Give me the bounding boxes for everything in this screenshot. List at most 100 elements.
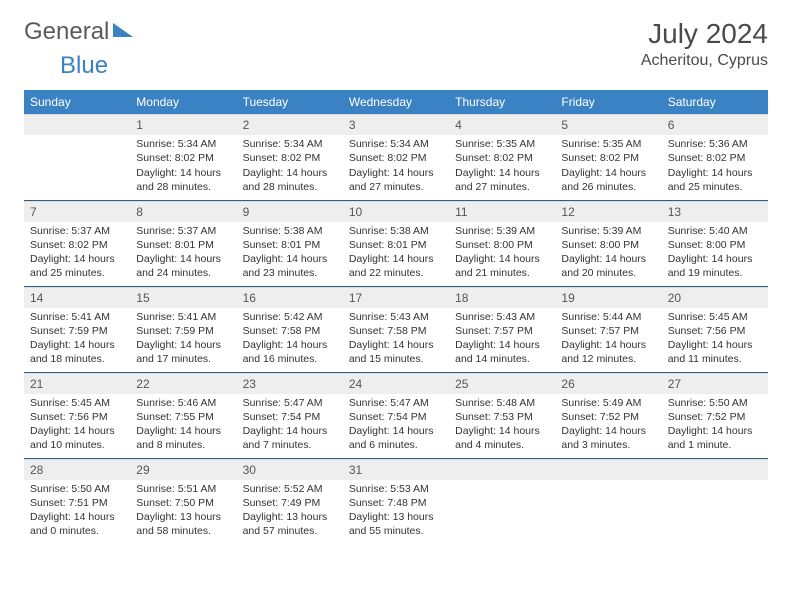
day-cell: 19Sunrise: 5:44 AMSunset: 7:57 PMDayligh… xyxy=(555,286,661,372)
day-cell: 20Sunrise: 5:45 AMSunset: 7:56 PMDayligh… xyxy=(662,286,768,372)
day-line: Daylight: 14 hours xyxy=(668,338,762,352)
day-line: Daylight: 14 hours xyxy=(455,424,549,438)
day-number-empty xyxy=(449,459,555,480)
day-cell: 4Sunrise: 5:35 AMSunset: 8:02 PMDaylight… xyxy=(449,114,555,200)
day-line: Sunset: 7:49 PM xyxy=(243,496,337,510)
day-line: Daylight: 14 hours xyxy=(561,338,655,352)
day-line: Sunrise: 5:40 AM xyxy=(668,224,762,238)
day-line: Sunrise: 5:42 AM xyxy=(243,310,337,324)
day-line: Daylight: 13 hours xyxy=(136,510,230,524)
day-line: Sunset: 8:01 PM xyxy=(349,238,443,252)
day-line: and 23 minutes. xyxy=(243,266,337,280)
day-line: Sunset: 7:59 PM xyxy=(136,324,230,338)
day-line: and 25 minutes. xyxy=(30,266,124,280)
day-line: Sunrise: 5:35 AM xyxy=(561,137,655,151)
day-cell: 14Sunrise: 5:41 AMSunset: 7:59 PMDayligh… xyxy=(24,286,130,372)
day-content: Sunrise: 5:51 AMSunset: 7:50 PMDaylight:… xyxy=(130,480,236,543)
day-line: Sunrise: 5:34 AM xyxy=(136,137,230,151)
day-line: and 1 minute. xyxy=(668,438,762,452)
day-line: and 26 minutes. xyxy=(561,180,655,194)
day-line: Sunset: 7:52 PM xyxy=(561,410,655,424)
day-line: Sunset: 8:00 PM xyxy=(668,238,762,252)
day-number-empty xyxy=(24,114,130,135)
day-content: Sunrise: 5:38 AMSunset: 8:01 PMDaylight:… xyxy=(237,222,343,285)
title-block: July 2024 Acheritou, Cyprus xyxy=(641,18,768,70)
day-cell: 21Sunrise: 5:45 AMSunset: 7:56 PMDayligh… xyxy=(24,372,130,458)
day-line: Sunrise: 5:38 AM xyxy=(243,224,337,238)
day-line: Sunset: 8:00 PM xyxy=(561,238,655,252)
day-content: Sunrise: 5:47 AMSunset: 7:54 PMDaylight:… xyxy=(343,394,449,457)
day-line: Sunrise: 5:49 AM xyxy=(561,396,655,410)
day-line: Sunset: 7:56 PM xyxy=(30,410,124,424)
day-content: Sunrise: 5:34 AMSunset: 8:02 PMDaylight:… xyxy=(130,135,236,198)
day-line: and 57 minutes. xyxy=(243,524,337,538)
day-line: and 28 minutes. xyxy=(136,180,230,194)
day-line: Daylight: 14 hours xyxy=(455,338,549,352)
day-cell: 7Sunrise: 5:37 AMSunset: 8:02 PMDaylight… xyxy=(24,200,130,286)
day-content: Sunrise: 5:45 AMSunset: 7:56 PMDaylight:… xyxy=(662,308,768,371)
day-number: 12 xyxy=(555,201,661,222)
day-number: 6 xyxy=(662,114,768,135)
day-line: Daylight: 14 hours xyxy=(561,166,655,180)
day-line: Sunset: 7:50 PM xyxy=(136,496,230,510)
day-cell: 15Sunrise: 5:41 AMSunset: 7:59 PMDayligh… xyxy=(130,286,236,372)
day-line: Sunrise: 5:34 AM xyxy=(349,137,443,151)
location: Acheritou, Cyprus xyxy=(641,52,768,70)
day-cell: 18Sunrise: 5:43 AMSunset: 7:57 PMDayligh… xyxy=(449,286,555,372)
day-number: 8 xyxy=(130,201,236,222)
day-line: Sunset: 7:59 PM xyxy=(30,324,124,338)
day-line: Sunset: 7:51 PM xyxy=(30,496,124,510)
day-line: Daylight: 14 hours xyxy=(30,252,124,266)
day-cell: 3Sunrise: 5:34 AMSunset: 8:02 PMDaylight… xyxy=(343,114,449,200)
day-content: Sunrise: 5:34 AMSunset: 8:02 PMDaylight:… xyxy=(237,135,343,198)
day-cell: 28Sunrise: 5:50 AMSunset: 7:51 PMDayligh… xyxy=(24,458,130,544)
logo-text-general: General xyxy=(24,18,109,46)
day-cell: 17Sunrise: 5:43 AMSunset: 7:58 PMDayligh… xyxy=(343,286,449,372)
day-line: Daylight: 14 hours xyxy=(30,424,124,438)
day-line: Daylight: 14 hours xyxy=(561,424,655,438)
day-line: Sunrise: 5:39 AM xyxy=(561,224,655,238)
day-number: 5 xyxy=(555,114,661,135)
day-content: Sunrise: 5:50 AMSunset: 7:52 PMDaylight:… xyxy=(662,394,768,457)
week-row: 1Sunrise: 5:34 AMSunset: 8:02 PMDaylight… xyxy=(24,114,768,200)
day-line: Daylight: 14 hours xyxy=(243,424,337,438)
day-line: Daylight: 14 hours xyxy=(243,252,337,266)
day-line: Sunrise: 5:45 AM xyxy=(668,310,762,324)
day-line: Sunset: 7:56 PM xyxy=(668,324,762,338)
day-line: Sunset: 8:01 PM xyxy=(243,238,337,252)
day-line: Sunrise: 5:43 AM xyxy=(455,310,549,324)
day-cell: 12Sunrise: 5:39 AMSunset: 8:00 PMDayligh… xyxy=(555,200,661,286)
day-cell xyxy=(449,458,555,544)
weekday-header: Monday xyxy=(130,90,236,114)
day-number: 16 xyxy=(237,287,343,308)
day-line: and 58 minutes. xyxy=(136,524,230,538)
day-line: Sunset: 8:02 PM xyxy=(455,151,549,165)
day-line: Sunrise: 5:44 AM xyxy=(561,310,655,324)
day-number: 24 xyxy=(343,373,449,394)
day-line: Sunset: 7:55 PM xyxy=(136,410,230,424)
day-line: and 10 minutes. xyxy=(30,438,124,452)
day-line: and 17 minutes. xyxy=(136,352,230,366)
day-number: 1 xyxy=(130,114,236,135)
day-content: Sunrise: 5:41 AMSunset: 7:59 PMDaylight:… xyxy=(130,308,236,371)
day-number: 29 xyxy=(130,459,236,480)
day-cell: 6Sunrise: 5:36 AMSunset: 8:02 PMDaylight… xyxy=(662,114,768,200)
day-line: Daylight: 14 hours xyxy=(30,338,124,352)
day-line: Sunset: 8:02 PM xyxy=(136,151,230,165)
day-line: Daylight: 14 hours xyxy=(243,338,337,352)
day-number: 7 xyxy=(24,201,130,222)
day-number: 26 xyxy=(555,373,661,394)
day-line: and 3 minutes. xyxy=(561,438,655,452)
weekday-header: Thursday xyxy=(449,90,555,114)
day-cell: 16Sunrise: 5:42 AMSunset: 7:58 PMDayligh… xyxy=(237,286,343,372)
day-number-empty xyxy=(662,459,768,480)
day-line: Sunrise: 5:35 AM xyxy=(455,137,549,151)
calendar-table: Sunday Monday Tuesday Wednesday Thursday… xyxy=(24,90,768,544)
day-line: Sunrise: 5:47 AM xyxy=(349,396,443,410)
day-content: Sunrise: 5:45 AMSunset: 7:56 PMDaylight:… xyxy=(24,394,130,457)
day-cell: 26 Sunrise: 5:49 AMSunset: 7:52 PMDayligh… xyxy=(555,372,661,458)
day-content: Sunrise: 5:52 AMSunset: 7:49 PMDaylight:… xyxy=(237,480,343,543)
day-cell: 5Sunrise: 5:35 AMSunset: 8:02 PMDaylight… xyxy=(555,114,661,200)
day-line: and 20 minutes. xyxy=(561,266,655,280)
day-line: Sunset: 7:54 PM xyxy=(349,410,443,424)
